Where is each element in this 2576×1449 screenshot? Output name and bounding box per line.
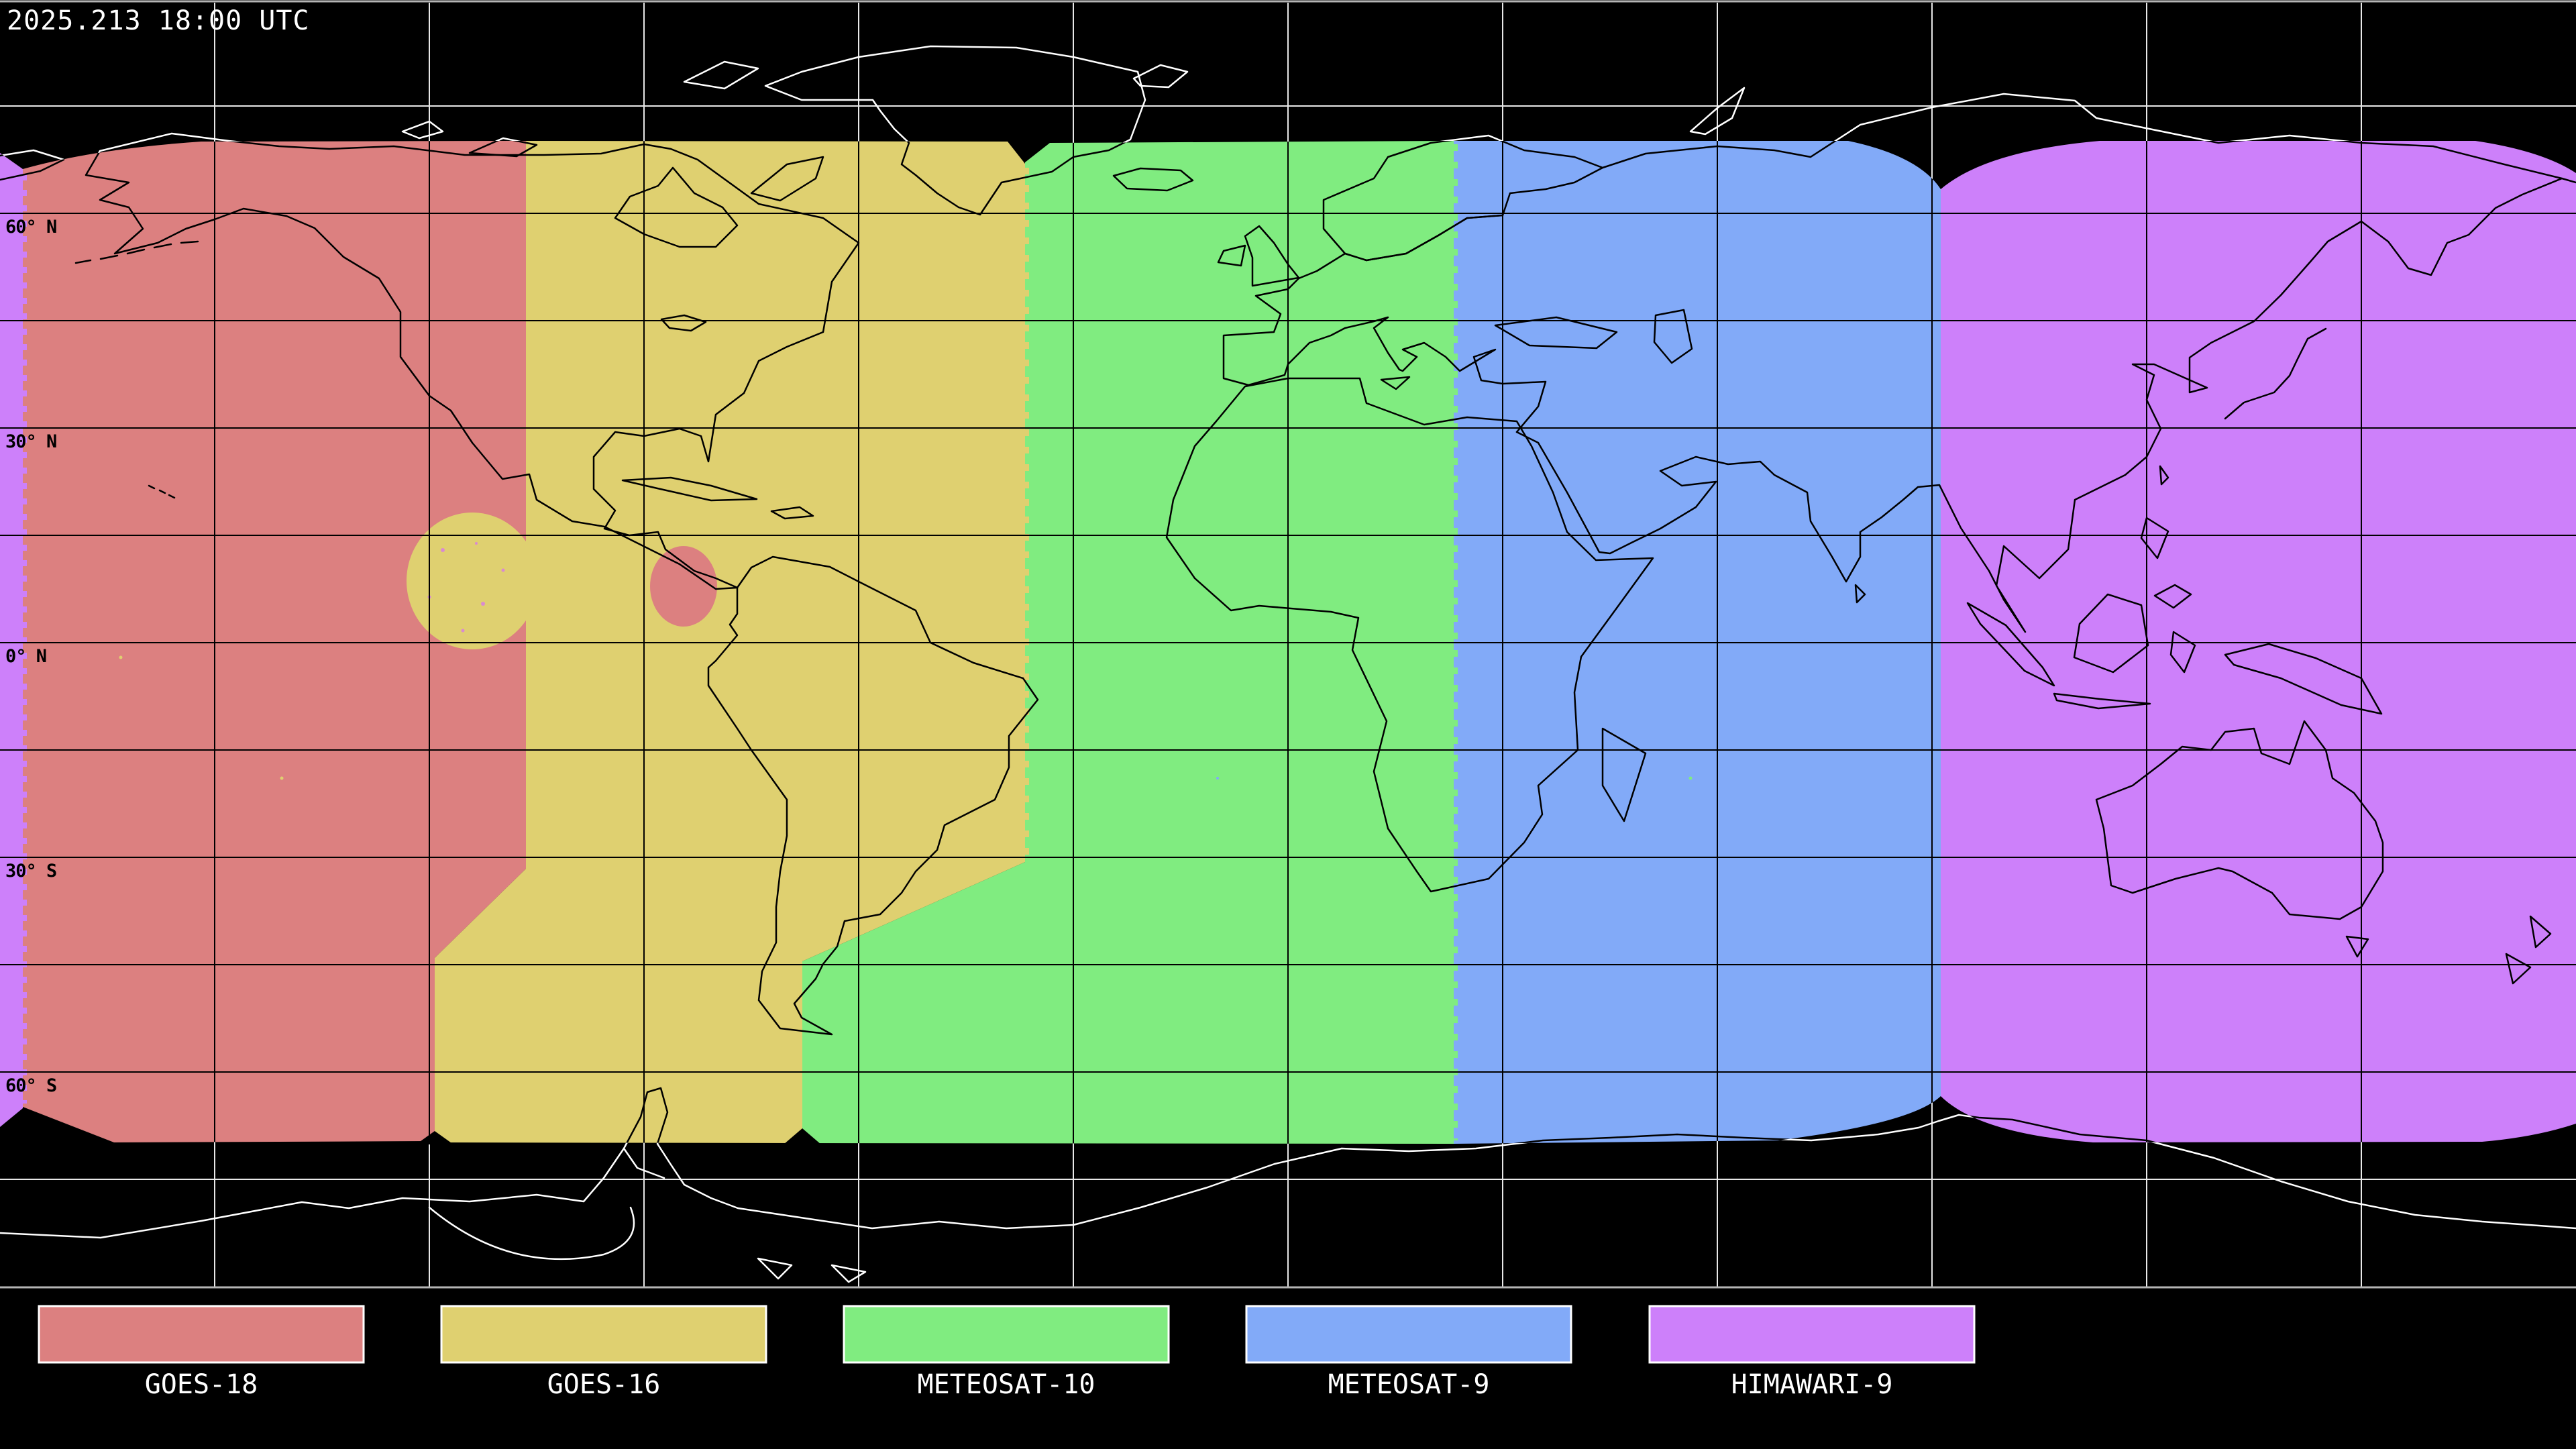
timestamp-label: 2025.213 18:00 UTC <box>7 5 309 36</box>
legend-label-himawari9: HIMAWARI-9 <box>1731 1369 1893 1400</box>
legend-label-goes18: GOES-18 <box>145 1369 258 1400</box>
legend-swatch-goes18 <box>38 1305 365 1364</box>
latitude-label-60n: 60° N <box>5 217 56 237</box>
zone-himawari9-wrap <box>0 153 23 1127</box>
latitude-label-30n: 30° N <box>5 431 56 452</box>
goes18-overlap-circle <box>650 546 717 627</box>
legend: GOES-18 GOES-16 METEOSAT-10 METEOSAT-9 H… <box>38 1305 1976 1400</box>
grid-lines-dark <box>0 0 2576 1288</box>
legend-swatch-meteosat10 <box>843 1305 1170 1364</box>
latitude-labels: 60° N 30° N 0° N 30° S 60° S <box>5 217 57 1096</box>
latitude-label-30s: 30° S <box>5 861 56 881</box>
zone-himawari9 <box>1941 141 2576 1142</box>
legend-label-goes16: GOES-16 <box>547 1369 661 1400</box>
legend-swatch-himawari9 <box>1648 1305 1976 1364</box>
zone-goes18 <box>23 141 526 1142</box>
goes16-overlap-circle <box>407 513 538 649</box>
legend-label-meteosat10: METEOSAT-10 <box>918 1369 1095 1400</box>
data-noise-speckles <box>119 542 1693 780</box>
latitude-label-60s: 60° S <box>5 1075 56 1096</box>
coverage-gap-notches <box>416 1128 821 1144</box>
map-frame <box>0 0 2576 1289</box>
latitude-label-0n: 0° N <box>5 646 46 667</box>
legend-swatch-meteosat9 <box>1245 1305 1572 1364</box>
legend-swatch-goes16 <box>440 1305 767 1364</box>
legend-label-meteosat9: METEOSAT-9 <box>1328 1369 1490 1400</box>
